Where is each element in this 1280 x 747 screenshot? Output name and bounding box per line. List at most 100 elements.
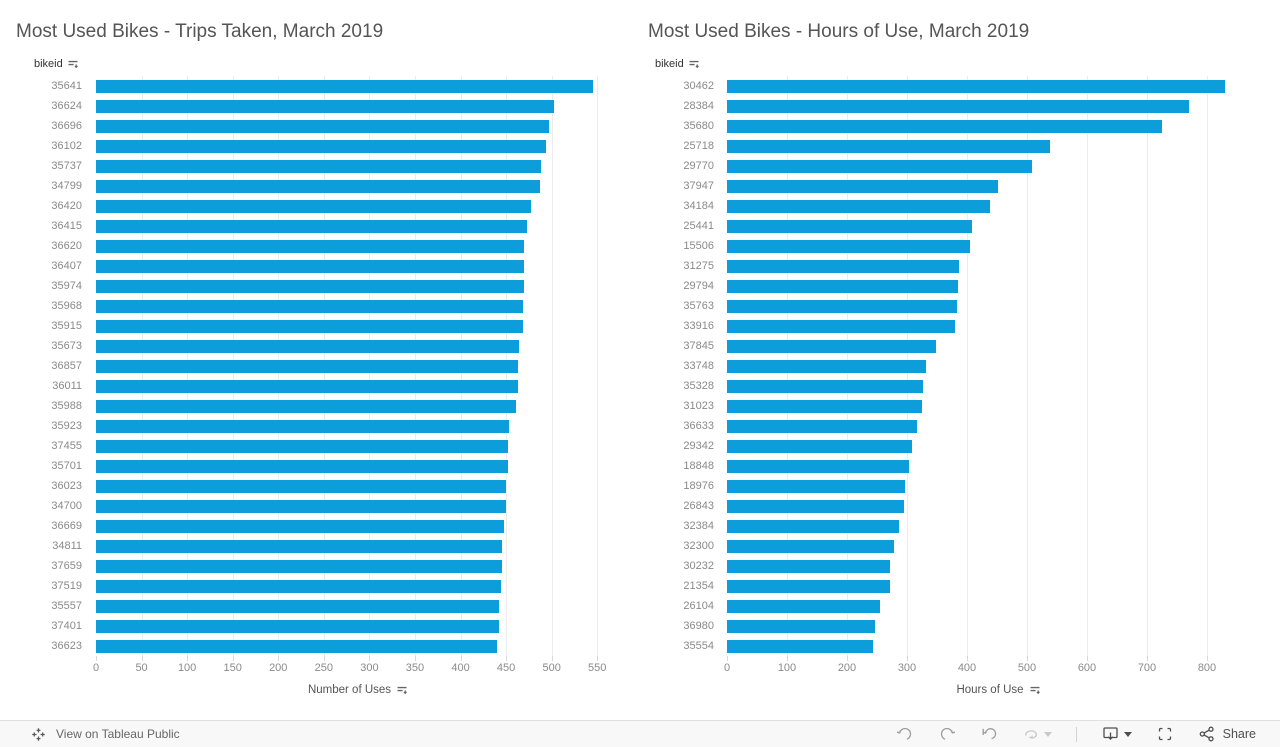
bar[interactable] bbox=[96, 499, 507, 513]
bike-id-label[interactable]: 33748 bbox=[683, 360, 714, 372]
bar[interactable] bbox=[727, 499, 904, 513]
bike-id-label[interactable]: 35328 bbox=[683, 380, 714, 392]
bar[interactable] bbox=[727, 79, 1225, 93]
bike-id-label[interactable]: 36669 bbox=[51, 520, 82, 532]
bike-id-label[interactable]: 15506 bbox=[683, 240, 714, 252]
bike-id-label[interactable]: 34811 bbox=[52, 540, 82, 552]
bike-id-label[interactable]: 35680 bbox=[683, 120, 714, 132]
bike-id-label[interactable]: 36415 bbox=[51, 220, 82, 232]
bar[interactable] bbox=[727, 259, 960, 273]
bike-id-label[interactable]: 35673 bbox=[51, 340, 82, 352]
bar[interactable] bbox=[727, 199, 991, 213]
bar[interactable] bbox=[96, 599, 499, 613]
bike-id-label[interactable]: 37455 bbox=[51, 440, 82, 452]
bar[interactable] bbox=[96, 299, 524, 313]
bar[interactable] bbox=[96, 419, 509, 433]
sort-descending-icon[interactable] bbox=[396, 685, 408, 696]
bar[interactable] bbox=[727, 539, 894, 553]
bar[interactable] bbox=[727, 479, 906, 493]
bar[interactable] bbox=[727, 559, 891, 573]
bike-id-label[interactable]: 36857 bbox=[51, 360, 82, 372]
bike-id-label[interactable]: 35763 bbox=[683, 300, 714, 312]
bike-id-label[interactable]: 26843 bbox=[683, 500, 714, 512]
bike-id-label[interactable]: 36420 bbox=[51, 200, 82, 212]
x-axis-title[interactable]: Hours of Use bbox=[727, 684, 1270, 696]
bar[interactable] bbox=[96, 359, 518, 373]
redo-button[interactable] bbox=[938, 725, 956, 743]
bike-id-label[interactable]: 32384 bbox=[683, 520, 714, 532]
bike-id-label[interactable]: 34184 bbox=[683, 200, 714, 212]
bike-id-label[interactable]: 36633 bbox=[683, 420, 714, 432]
bike-id-label[interactable]: 36102 bbox=[51, 140, 82, 152]
bike-id-label[interactable]: 35988 bbox=[51, 400, 82, 412]
bike-id-label[interactable]: 35974 bbox=[51, 280, 82, 292]
bar[interactable] bbox=[727, 379, 924, 393]
bar[interactable] bbox=[727, 439, 912, 453]
bike-id-label[interactable]: 36011 bbox=[52, 380, 82, 392]
bar[interactable] bbox=[96, 159, 541, 173]
bar[interactable] bbox=[727, 339, 936, 353]
bar[interactable] bbox=[727, 159, 1033, 173]
bike-id-label[interactable]: 35557 bbox=[51, 600, 82, 612]
bike-id-label[interactable]: 29770 bbox=[683, 160, 714, 172]
bar[interactable] bbox=[727, 299, 957, 313]
bike-id-label[interactable]: 18848 bbox=[683, 460, 714, 472]
bike-id-label[interactable]: 36696 bbox=[51, 120, 82, 132]
bar[interactable] bbox=[96, 199, 531, 213]
bike-id-label[interactable]: 26104 bbox=[683, 600, 714, 612]
sort-descending-icon[interactable] bbox=[67, 59, 79, 70]
bar[interactable] bbox=[727, 419, 918, 433]
download-button[interactable] bbox=[1101, 725, 1132, 743]
share-button[interactable]: Share bbox=[1198, 725, 1256, 743]
bike-id-label[interactable]: 35968 bbox=[51, 300, 82, 312]
bar[interactable] bbox=[96, 399, 517, 413]
bike-id-label[interactable]: 36407 bbox=[51, 260, 82, 272]
bike-id-label[interactable]: 25441 bbox=[683, 220, 714, 232]
bar[interactable] bbox=[727, 239, 970, 253]
bar[interactable] bbox=[96, 459, 508, 473]
bar[interactable] bbox=[96, 559, 502, 573]
bike-id-label[interactable]: 36980 bbox=[683, 620, 714, 632]
bike-id-label[interactable]: 36023 bbox=[51, 480, 82, 492]
bar[interactable] bbox=[96, 239, 525, 253]
bike-id-label[interactable]: 31275 bbox=[683, 260, 714, 272]
bar[interactable] bbox=[96, 139, 547, 153]
bar[interactable] bbox=[96, 579, 501, 593]
bike-id-label[interactable]: 35554 bbox=[683, 640, 714, 652]
bike-id-label[interactable]: 30232 bbox=[683, 560, 714, 572]
bar[interactable] bbox=[96, 439, 508, 453]
bar[interactable] bbox=[727, 139, 1050, 153]
bike-id-label[interactable]: 35915 bbox=[51, 320, 82, 332]
bike-id-label[interactable]: 35923 bbox=[51, 420, 82, 432]
bike-id-label[interactable]: 35737 bbox=[51, 160, 82, 172]
bar[interactable] bbox=[727, 119, 1162, 133]
bar[interactable] bbox=[727, 399, 922, 413]
bar[interactable] bbox=[96, 619, 499, 633]
bar[interactable] bbox=[727, 639, 873, 653]
bike-id-label[interactable]: 34700 bbox=[51, 500, 82, 512]
bar[interactable] bbox=[727, 319, 955, 333]
bike-id-label[interactable]: 35701 bbox=[51, 460, 82, 472]
bar[interactable] bbox=[727, 99, 1189, 113]
bike-id-label[interactable]: 36624 bbox=[51, 100, 82, 112]
bike-id-label[interactable]: 37519 bbox=[51, 580, 82, 592]
bike-id-label[interactable]: 25718 bbox=[683, 140, 714, 152]
bike-id-label[interactable]: 28384 bbox=[683, 100, 714, 112]
bar[interactable] bbox=[727, 599, 880, 613]
bar[interactable] bbox=[727, 579, 890, 593]
fullscreen-button[interactable] bbox=[1156, 725, 1174, 743]
bike-id-label[interactable]: 33916 bbox=[683, 320, 714, 332]
bar[interactable] bbox=[96, 379, 518, 393]
bike-id-label[interactable]: 37947 bbox=[683, 180, 714, 192]
bar[interactable] bbox=[96, 279, 525, 293]
bar[interactable] bbox=[96, 319, 524, 333]
bar[interactable] bbox=[96, 519, 505, 533]
bike-id-label[interactable]: 37401 bbox=[51, 620, 82, 632]
bar[interactable] bbox=[96, 479, 507, 493]
bar[interactable] bbox=[96, 99, 555, 113]
bar[interactable] bbox=[96, 179, 540, 193]
bar[interactable] bbox=[96, 119, 549, 133]
bar[interactable] bbox=[727, 179, 999, 193]
revert-button[interactable] bbox=[980, 725, 998, 743]
bike-id-label[interactable]: 29794 bbox=[683, 280, 714, 292]
